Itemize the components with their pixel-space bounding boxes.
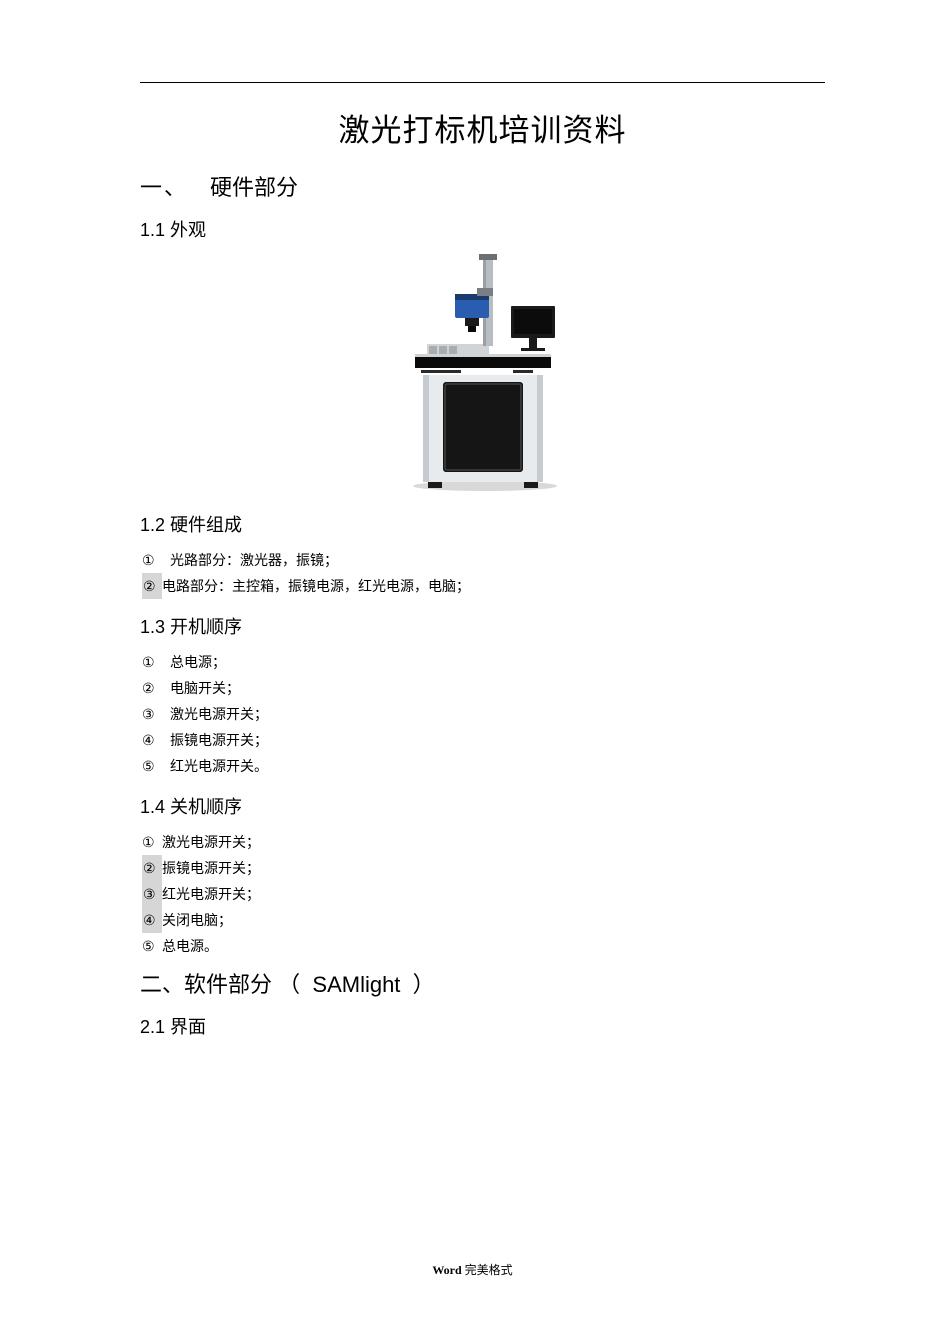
list-marker: ②: [142, 573, 162, 599]
list-text: 激光电源开关；: [170, 706, 268, 722]
list-marker: ③: [142, 701, 162, 727]
section-1-text: 硬件部分: [210, 175, 298, 200]
footer-word: Word: [432, 1263, 461, 1277]
list-item: ① 总电源；: [142, 649, 825, 675]
section-1-heading: 一、硬件部分: [140, 170, 825, 202]
list-item: ① 光路部分：激光器，振镜；: [142, 547, 825, 573]
list-item: ②振镜电源开关；: [142, 855, 825, 881]
list-text: 总电源；: [170, 654, 226, 670]
list-item: ③ 激光电源开关；: [142, 701, 825, 727]
list-marker: ④: [142, 907, 162, 933]
page-footer: Word 完美格式: [0, 1261, 945, 1278]
section-1-4-heading: 1.4 关机顺序: [140, 793, 825, 819]
list-marker: ②: [142, 855, 162, 881]
list-item: ③红光电源开关；: [142, 881, 825, 907]
section-2-prefix: 二、软件部分: [140, 972, 272, 997]
list-item: ② 电脑开关；: [142, 675, 825, 701]
section-1-3-text: 开机顺序: [170, 617, 242, 637]
section-1-4-number: 1.4: [140, 797, 165, 817]
footer-rest: 完美格式: [462, 1263, 513, 1277]
section-1-4-text: 关机顺序: [170, 797, 242, 817]
list-item: ⑤总电源。: [142, 933, 825, 959]
section-2-paren-open: （: [278, 972, 300, 997]
list-text: 红光电源开关。: [170, 758, 268, 774]
list-text: 振镜电源开关；: [162, 860, 260, 876]
list-marker: ⑤: [142, 753, 162, 779]
list-marker: ①: [142, 649, 162, 675]
section-2-1-text: 界面: [170, 1017, 206, 1037]
list-text: 关闭电脑；: [162, 912, 232, 928]
list-text: 红光电源开关；: [162, 886, 260, 902]
section-1-1-heading: 1.1 外观: [140, 216, 825, 242]
section-2-paren-close: ）: [413, 972, 435, 997]
list-text: 电脑开关；: [170, 680, 240, 696]
list-text: 总电源。: [162, 938, 218, 954]
list-text-rest: 激光器，振镜；: [240, 552, 338, 568]
list-marker: ③: [142, 881, 162, 907]
list-marker: ④: [142, 727, 162, 753]
section-1-1-number: 1.1: [140, 220, 165, 240]
section-1-3-number: 1.3: [140, 617, 165, 637]
list-marker: ①: [142, 829, 162, 855]
laser-machine-svg: [393, 252, 573, 492]
list-text: 振镜电源开关；: [170, 732, 268, 748]
top-rule: [140, 82, 825, 83]
section-1-3-heading: 1.3 开机顺序: [140, 613, 825, 639]
section-1-2-text: 硬件组成: [170, 515, 242, 535]
list-marker: ⑤: [142, 933, 162, 959]
section-1-2-heading: 1.2 硬件组成: [140, 511, 825, 537]
list-item: ④ 振镜电源开关；: [142, 727, 825, 753]
list-text: 激光电源开关；: [162, 834, 260, 850]
section-2-heading: 二、软件部分 （ SAMlight ）: [140, 967, 825, 999]
software-name: SAMlight: [312, 972, 400, 997]
list-label-part: 电路部分：: [162, 578, 232, 594]
list-item: ④关闭电脑；: [142, 907, 825, 933]
list-label-part: 光路部分：: [170, 552, 240, 568]
section-2-1-heading: 2.1 界面: [140, 1013, 825, 1039]
document-title: 激光打标机培训资料: [140, 105, 825, 150]
section-1-2-number: 1.2: [140, 515, 165, 535]
list-marker: ①: [142, 547, 162, 573]
list-item: ②电路部分：主控箱，振镜电源，红光电源，电脑；: [142, 573, 825, 599]
list-text-rest: 主控箱，振镜电源，红光电源，电脑；: [232, 578, 470, 594]
section-1-number: 一、: [140, 175, 188, 200]
section-1-1-text: 外观: [170, 220, 206, 240]
list-marker: ②: [142, 675, 162, 701]
machine-image: [140, 252, 825, 497]
list-item: ⑤ 红光电源开关。: [142, 753, 825, 779]
list-item: ①激光电源开关；: [142, 829, 825, 855]
section-2-1-number: 2.1: [140, 1017, 165, 1037]
